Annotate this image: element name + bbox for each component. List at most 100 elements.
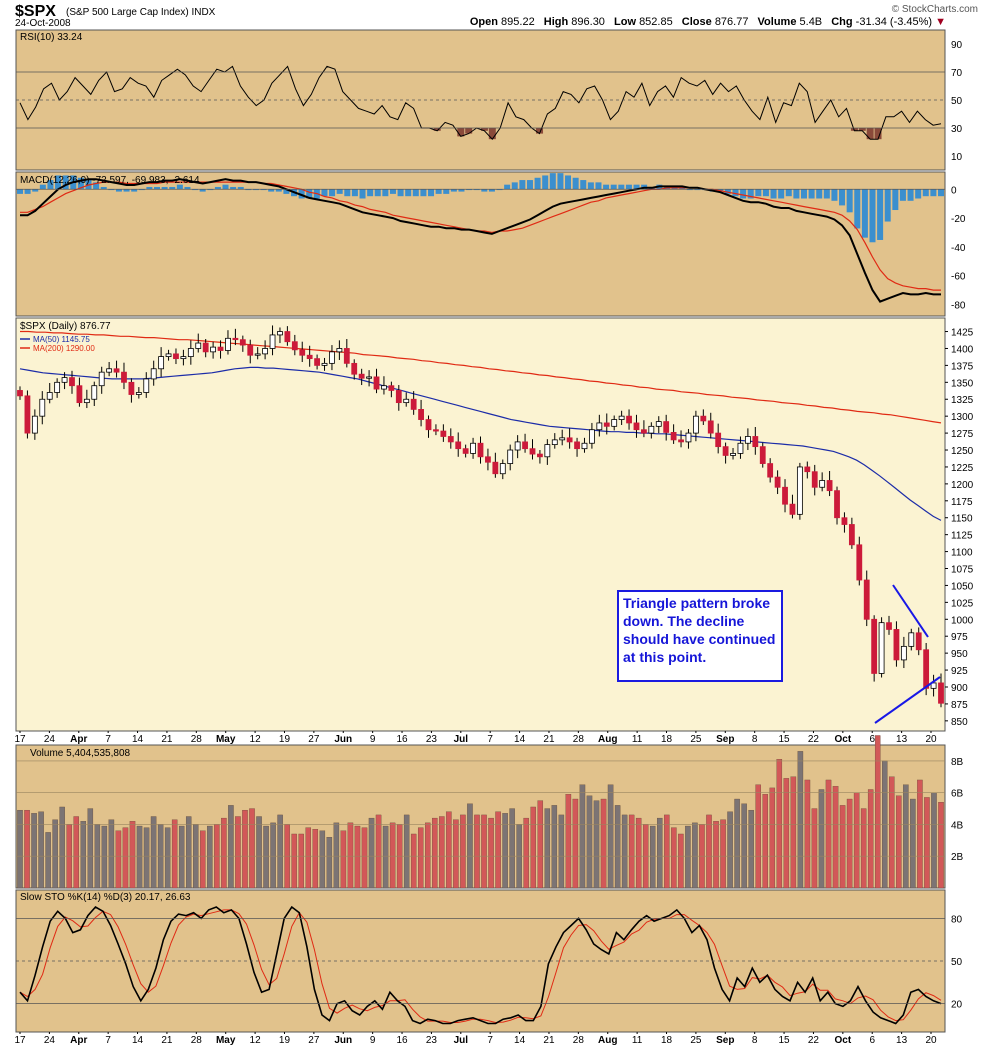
- macd-histogram-bar: [557, 173, 564, 190]
- candle-down: [774, 476, 781, 488]
- candle-up: [618, 415, 625, 420]
- volume-bar-up: [80, 821, 87, 889]
- volume-bar-down: [860, 808, 867, 889]
- volume-bar-up: [657, 817, 663, 889]
- candle-down: [700, 415, 707, 422]
- x-axis-tick: 9: [370, 734, 376, 745]
- candle-up: [692, 415, 699, 434]
- price-y-tick: 1375: [951, 361, 974, 372]
- candle-up: [321, 362, 328, 366]
- x-axis-tick: 15: [779, 1035, 791, 1046]
- volume-bar-up: [579, 784, 586, 889]
- macd-histogram-bar: [808, 189, 815, 199]
- volume-bar-down: [938, 802, 944, 889]
- volume-bar-down: [340, 830, 347, 889]
- x-axis-tick: 14: [514, 734, 526, 745]
- candle-down: [232, 337, 239, 341]
- price-y-tick: 1100: [951, 548, 973, 559]
- x-axis-tick: 8: [752, 734, 758, 745]
- macd-histogram-bar: [793, 189, 800, 199]
- volume-bar-down: [347, 822, 354, 889]
- macd-histogram-bar: [62, 175, 69, 190]
- volume-bar-down: [811, 808, 818, 889]
- macd-histogram-bar: [519, 180, 526, 190]
- x-axis-tick: 17: [14, 734, 26, 745]
- volume-bar-down: [825, 779, 832, 889]
- volume-bar-down: [481, 814, 487, 889]
- volume-bar-down: [453, 819, 459, 889]
- candle-up: [507, 449, 514, 464]
- macd-histogram-bar: [450, 189, 457, 192]
- candle-up: [685, 432, 692, 443]
- volume-bar-down: [129, 821, 136, 889]
- volume-y-tick: 2B: [951, 852, 964, 863]
- candle-up: [262, 348, 269, 355]
- price-y-tick: 1125: [951, 531, 973, 542]
- candle-down: [789, 503, 796, 515]
- volume-bar-down: [122, 827, 129, 889]
- macd-title: MACD(12,26,9) -72.597, -69.983, -2.614: [20, 175, 200, 186]
- x-axis-tick: 28: [191, 734, 203, 745]
- x-axis-tick: 25: [690, 1035, 702, 1046]
- candle-up: [544, 444, 551, 458]
- macd-histogram-bar: [587, 182, 594, 190]
- candle-down: [455, 441, 462, 450]
- x-axis-tick: 21: [543, 1035, 555, 1046]
- volume-bar-down: [628, 814, 635, 889]
- volume-bar-up: [649, 825, 656, 889]
- x-axis-tick: Jul: [454, 1035, 469, 1046]
- macd-histogram-bar: [526, 180, 533, 190]
- macd-y-tick: -80: [951, 300, 966, 311]
- macd-histogram-bar: [892, 189, 899, 211]
- macd-y-tick: -60: [951, 272, 966, 283]
- macd-histogram-bar: [915, 189, 922, 199]
- x-axis-tick: 17: [14, 1035, 26, 1046]
- candle-down: [343, 348, 350, 364]
- macd-histogram-bar: [504, 184, 511, 190]
- candle-up: [91, 385, 98, 400]
- x-axis-tick: 7: [487, 734, 493, 745]
- triangle-lower-trendline: [874, 676, 941, 724]
- candle-down: [826, 480, 833, 492]
- volume-bar-down: [846, 798, 853, 889]
- price-y-tick: 1200: [951, 480, 974, 491]
- macd-histogram-bar: [39, 184, 46, 190]
- candle-down: [462, 448, 469, 454]
- candle-up: [381, 385, 387, 390]
- macd-histogram-bar: [268, 189, 275, 192]
- macd-histogram-bar: [230, 186, 237, 190]
- candle-down: [128, 381, 135, 395]
- macd-histogram-bar: [877, 189, 884, 240]
- macd-histogram-bar: [115, 189, 122, 192]
- macd-histogram-bar: [176, 184, 183, 190]
- candle-down: [811, 471, 818, 488]
- x-axis-tick: 13: [896, 734, 908, 745]
- macd-histogram-bar: [565, 175, 572, 190]
- volume-bar-up: [270, 822, 276, 889]
- macd-histogram-bar: [397, 189, 404, 197]
- candle-down: [24, 395, 31, 434]
- macd-histogram-bar: [511, 182, 518, 190]
- volume-bar-up: [403, 814, 410, 889]
- candle-down: [247, 344, 254, 356]
- x-axis-tick: 12: [250, 734, 262, 745]
- low-value: 852.85: [639, 16, 673, 28]
- x-axis-tick: 27: [308, 1035, 320, 1046]
- volume-bar-down: [221, 817, 227, 889]
- x-axis-tick: 23: [426, 734, 438, 745]
- price-y-tick: 1025: [951, 598, 974, 609]
- volume-bar-down: [305, 827, 312, 889]
- candle-up: [269, 334, 276, 349]
- macd-histogram-bar: [169, 186, 176, 190]
- rsi-oversold-fill: [536, 128, 544, 134]
- macd-histogram-bar: [823, 189, 830, 199]
- candle-up: [908, 632, 915, 647]
- volume-bar-down: [853, 792, 860, 889]
- price-y-tick: 1350: [951, 378, 974, 389]
- macd-histogram-bar: [131, 189, 138, 192]
- close-value: 876.77: [714, 16, 749, 28]
- macd-histogram-bar: [367, 189, 374, 197]
- volume-bar-down: [924, 797, 930, 889]
- volume-bar-up: [256, 816, 262, 889]
- x-axis-tick: 24: [44, 1035, 56, 1046]
